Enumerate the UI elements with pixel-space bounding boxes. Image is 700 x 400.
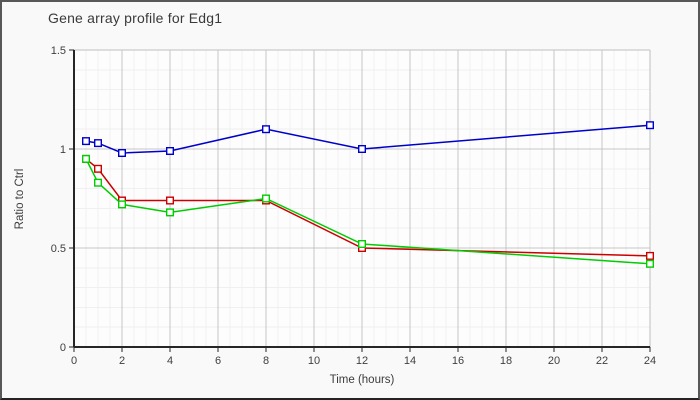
blue-series-marker [262,125,271,134]
blue-series-markers [81,121,655,157]
green-series-marker [165,208,174,217]
x-tick-label: 20 [548,355,560,367]
series-layer [81,121,655,268]
y-tick-label: 0 [60,342,66,354]
green-series-marker [81,154,90,163]
x-tick-label: 18 [500,355,512,367]
axes [69,49,651,352]
x-tick-label: 22 [596,355,608,367]
red-series-marker [93,164,102,173]
chart-title: Gene array profile for Edg1 [48,10,223,26]
x-tick-label: 16 [452,355,464,367]
x-tick-label: 2 [119,355,125,367]
x-tick-label: 10 [308,355,320,367]
red-series-marker [165,196,174,205]
blue-series-marker [93,139,102,148]
green-series-marker [93,178,102,187]
blue-series-marker [358,144,367,153]
y-tick-label: 0.5 [51,243,66,255]
green-series-marker [646,259,655,268]
x-tick-label: 24 [644,355,656,367]
green-series-marker [262,194,271,203]
blue-series-marker [165,146,174,155]
x-tick-label: 4 [167,355,173,367]
green-series-markers [81,154,655,268]
x-tick-label: 12 [356,355,368,367]
blue-series-marker [117,148,126,157]
x-tick-label: 14 [404,355,416,367]
x-tick-label: 6 [215,355,221,367]
x-axis-title: Time (hours) [330,374,395,386]
red-series-marker [646,251,655,260]
x-tick-label: 8 [263,355,269,367]
y-axis-title: Ratio to Ctrl [14,169,26,230]
green-series-marker [358,239,367,248]
y-tick-label: 1.5 [51,45,66,57]
blue-series-marker [81,137,90,146]
green-series-marker [117,200,126,209]
x-tick-label: 0 [71,355,77,367]
y-tick-label: 1 [60,144,66,156]
gridlines [74,49,651,347]
blue-series-marker [646,121,655,130]
